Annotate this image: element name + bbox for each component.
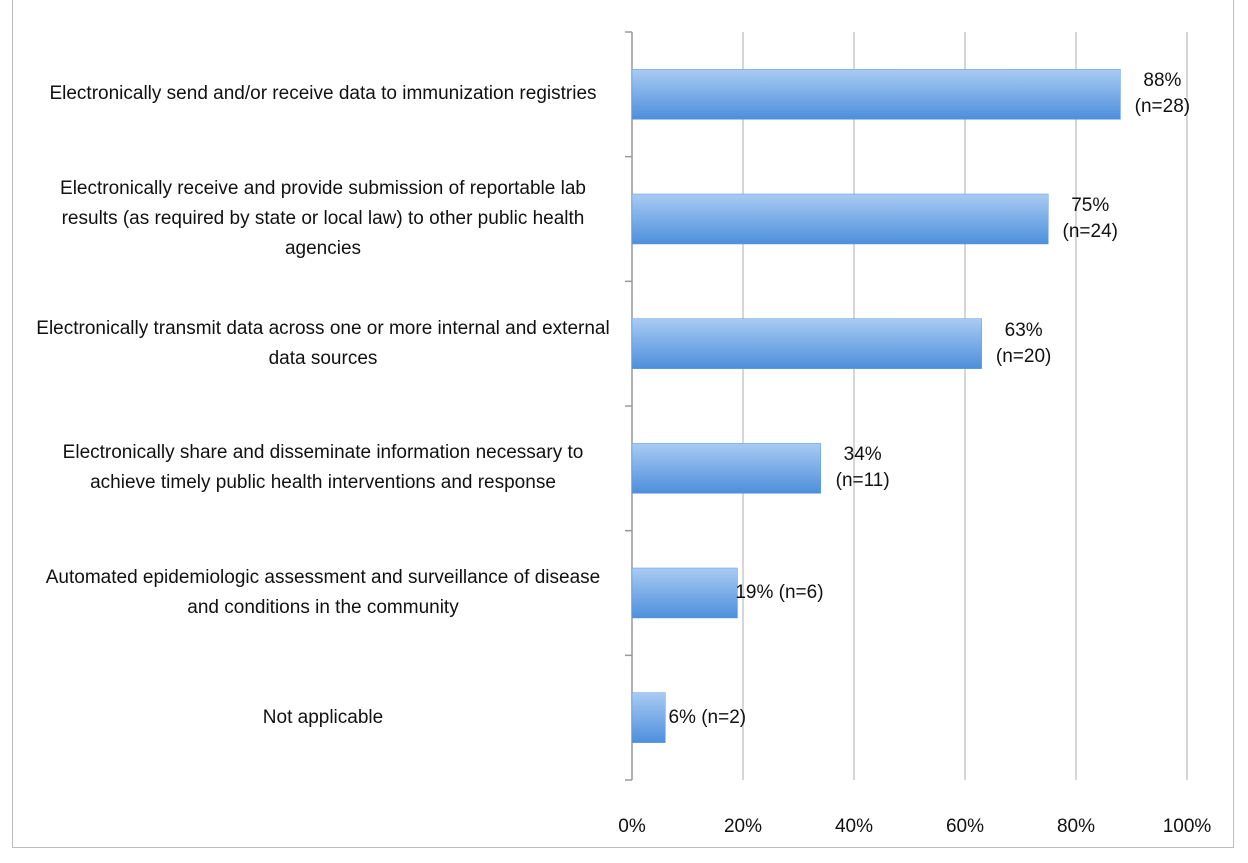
x-tick-label: 80% xyxy=(1056,816,1096,837)
data-label: 6% (n=2) xyxy=(668,706,747,728)
x-tick-label: 20% xyxy=(723,816,763,837)
bar xyxy=(631,443,821,494)
y-tick-label: Electronically transmit data across one … xyxy=(36,317,610,369)
chart-frame xyxy=(12,0,1234,848)
x-tick-label: 100% xyxy=(1162,816,1212,837)
x-tick-label: 40% xyxy=(834,816,874,837)
data-label: 34% (n=11) xyxy=(835,444,890,492)
bar xyxy=(631,193,1049,245)
y-tick-label: Electronically send and/or receive data … xyxy=(49,83,597,105)
bar xyxy=(631,692,666,743)
y-tick-label: Electronically receive and provide submi… xyxy=(60,178,586,259)
data-label: 88% (n=28) xyxy=(1134,70,1191,118)
data-label: 19% (n=6) xyxy=(735,582,824,603)
data-label: 63% (n=20) xyxy=(995,319,1052,367)
bar xyxy=(631,318,982,369)
x-tick-label: 0% xyxy=(618,816,646,837)
data-label: 75% (n=24) xyxy=(1062,195,1118,242)
bar xyxy=(631,69,1121,120)
y-tick-label: Electronically share and disseminate inf… xyxy=(62,442,584,494)
x-tick-label: 60% xyxy=(945,816,985,837)
y-tick-label: Automated epidemiologic assessment and s… xyxy=(45,567,601,618)
bar xyxy=(631,567,738,619)
y-tick-label: Not applicable xyxy=(262,706,384,728)
